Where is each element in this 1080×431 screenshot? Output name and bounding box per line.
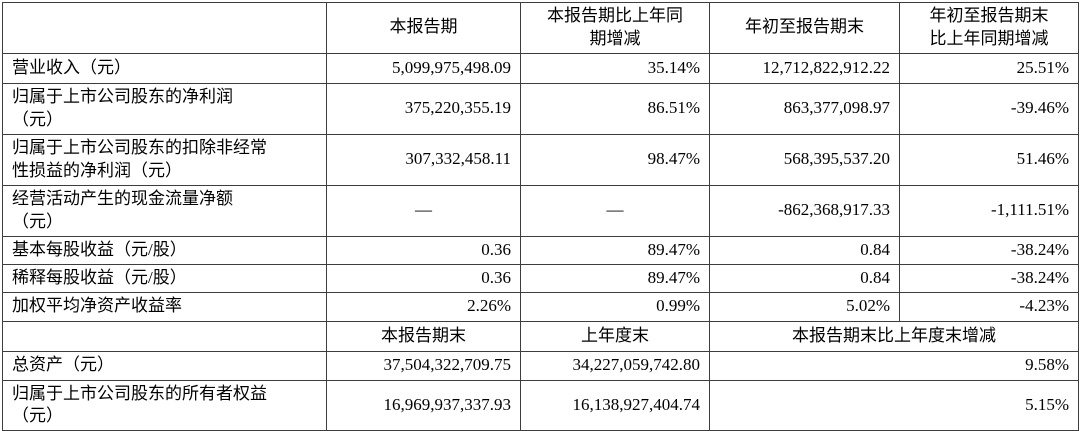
value-cell: 568,395,537.20 — [709, 133, 900, 186]
value-cell: 5,099,975,498.09 — [326, 52, 521, 84]
value-cell: 89.47% — [520, 263, 710, 293]
value-cell: 307,332,458.11 — [326, 133, 521, 186]
value-cell: 0.99% — [520, 291, 710, 322]
row-label: 归属于上市公司股东的净利润 （元） — [2, 82, 327, 135]
row-label: 加权平均净资产收益率 — [2, 291, 327, 322]
header-blank-cell — [2, 320, 327, 352]
table-row-operating-cash-flow: 经营活动产生的现金流量净额 （元） — — -862,368,917.33 -1… — [2, 184, 1079, 237]
value-cell: 35.14% — [520, 52, 710, 84]
value-cell: 0.84 — [709, 235, 900, 265]
header-row-period-end: 本报告期末 上年度末 本报告期末比上年度末增减 — [2, 320, 1079, 352]
table-row-basic-eps: 基本每股收益（元/股） 0.36 89.47% 0.84 -38.24% — [2, 235, 1079, 265]
value-cell: 34,227,059,742.80 — [520, 350, 710, 381]
table-row-diluted-eps: 稀释每股收益（元/股） 0.36 89.47% 0.84 -38.24% — [2, 263, 1079, 293]
value-cell: -4.23% — [899, 291, 1079, 322]
value-cell-dash: — — [520, 184, 710, 237]
header-row-period: 本报告期 本报告期比上年同 期增减 年初至报告期末 年初至报告期末 比上年同期增… — [2, 2, 1079, 54]
header-ytd: 年初至报告期末 — [709, 2, 900, 54]
table-row-weighted-avg-roe: 加权平均净资产收益率 2.26% 0.99% 5.02% -4.23% — [2, 291, 1079, 322]
row-label: 营业收入（元） — [2, 52, 327, 84]
value-cell: 0.36 — [326, 235, 521, 265]
value-cell: 0.84 — [709, 263, 900, 293]
value-cell: 37,504,322,709.75 — [326, 350, 521, 381]
value-cell: 0.36 — [326, 263, 521, 293]
value-cell: 16,969,937,337.93 — [326, 379, 521, 431]
row-label: 基本每股收益（元/股） — [2, 235, 327, 265]
header-current-period-end: 本报告期末 — [326, 320, 521, 352]
table-row-revenue: 营业收入（元） 5,099,975,498.09 35.14% 12,712,8… — [2, 52, 1079, 84]
value-cell: 86.51% — [520, 82, 710, 135]
value-cell: -38.24% — [899, 263, 1079, 293]
row-label: 经营活动产生的现金流量净额 （元） — [2, 184, 327, 237]
value-cell: 375,220,355.19 — [326, 82, 521, 135]
row-label: 归属于上市公司股东的扣除非经常 性损益的净利润（元） — [2, 133, 327, 186]
value-cell: 12,712,822,912.22 — [709, 52, 900, 84]
value-cell: 9.58% — [709, 350, 1079, 381]
row-label: 归属于上市公司股东的所有者权益 （元） — [2, 379, 327, 431]
table-row-owners-equity: 归属于上市公司股东的所有者权益 （元） 16,969,937,337.93 16… — [2, 379, 1079, 431]
value-cell: -38.24% — [899, 235, 1079, 265]
header-current-period: 本报告期 — [326, 2, 521, 54]
table-row-deducted-net-profit: 归属于上市公司股东的扣除非经常 性损益的净利润（元） 307,332,458.1… — [2, 133, 1079, 186]
value-cell: 863,377,098.97 — [709, 82, 900, 135]
value-cell: 98.47% — [520, 133, 710, 186]
value-cell: 5.15% — [709, 379, 1079, 431]
value-cell: -1,111.51% — [899, 184, 1079, 237]
value-cell-dash: — — [326, 184, 521, 237]
header-blank-cell — [2, 2, 327, 54]
header-ytd-yoy-change: 年初至报告期末 比上年同期增减 — [899, 2, 1079, 54]
table-row-total-assets: 总资产（元） 37,504,322,709.75 34,227,059,742.… — [2, 350, 1079, 381]
row-label: 总资产（元） — [2, 350, 327, 381]
row-label: 稀释每股收益（元/股） — [2, 263, 327, 293]
value-cell: 16,138,927,404.74 — [520, 379, 710, 431]
header-period-yoy-change: 本报告期比上年同 期增减 — [520, 2, 710, 54]
table-row-net-profit: 归属于上市公司股东的净利润 （元） 375,220,355.19 86.51% … — [2, 82, 1079, 135]
value-cell: -39.46% — [899, 82, 1079, 135]
value-cell: 51.46% — [899, 133, 1079, 186]
value-cell: -862,368,917.33 — [709, 184, 900, 237]
value-cell: 5.02% — [709, 291, 900, 322]
header-prior-year-end: 上年度末 — [520, 320, 710, 352]
value-cell: 2.26% — [326, 291, 521, 322]
value-cell: 89.47% — [520, 235, 710, 265]
value-cell: 25.51% — [899, 52, 1079, 84]
header-period-end-change: 本报告期末比上年度末增减 — [709, 320, 1079, 352]
